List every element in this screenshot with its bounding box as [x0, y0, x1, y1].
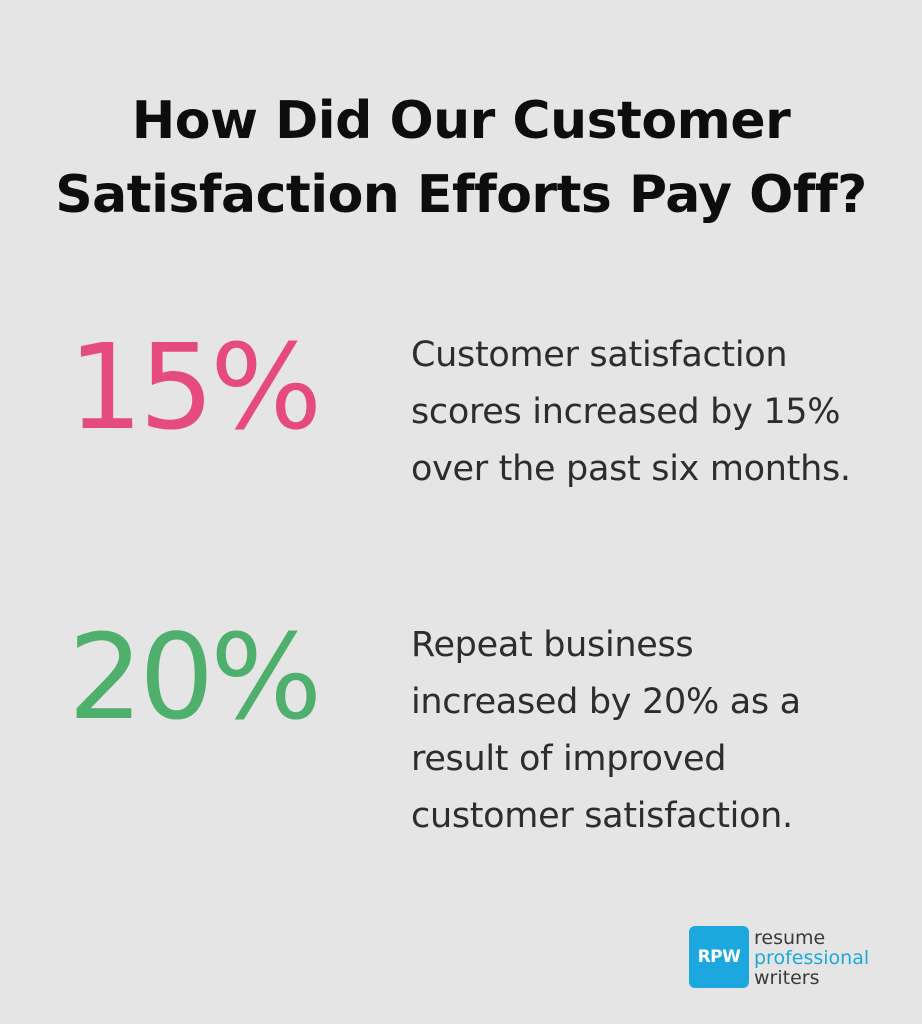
title-line-1: How Did Our Customer	[131, 91, 791, 151]
stat-repeat-business: 20% Repeat business increased by 20% as …	[0, 612, 922, 852]
brand-word-writers: writers	[754, 967, 820, 989]
stat-description: Customer satisfaction scores increased b…	[411, 335, 851, 489]
brand-word-professional: professional	[754, 947, 870, 969]
stat-value: 15%	[68, 318, 322, 456]
brand-wordmark: resume professional writers	[754, 928, 869, 988]
title-line-2: Satisfaction Efforts Pay Off?	[55, 165, 867, 225]
stat-description: Repeat business increased by 20% as a re…	[411, 625, 801, 836]
brand-logo: RPW resume professional writers	[689, 926, 899, 988]
brand-word-resume: resume	[754, 927, 826, 949]
stat-value: 20%	[68, 608, 322, 746]
brand-mark: RPW	[689, 926, 749, 988]
stat-satisfaction: 15% Customer satisfaction scores increas…	[0, 322, 922, 562]
page-title: How Did Our Customer Satisfaction Effort…	[0, 84, 922, 232]
